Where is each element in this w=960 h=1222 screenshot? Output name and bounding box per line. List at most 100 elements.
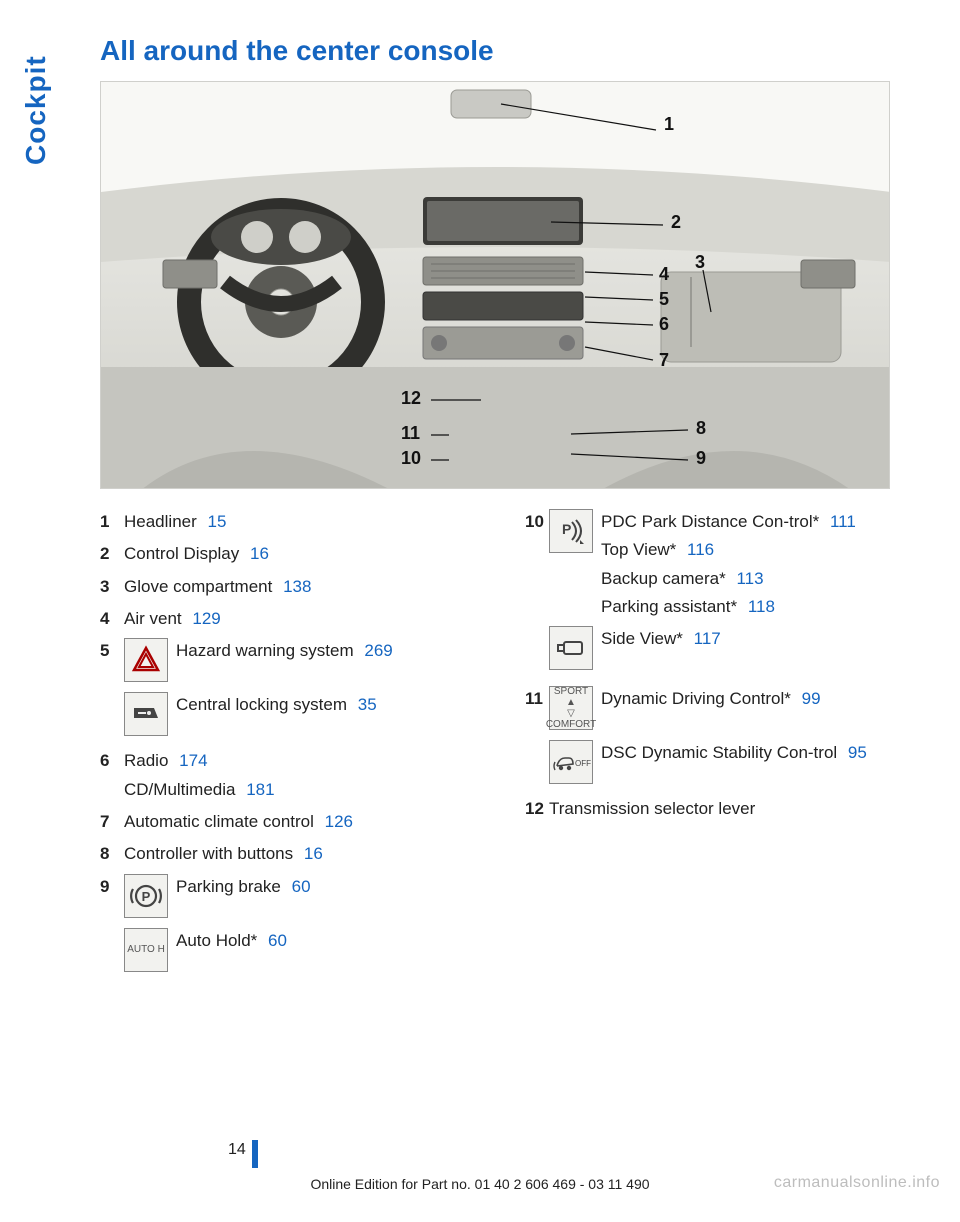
callout-4: 4	[659, 264, 669, 285]
legend-num: 6	[100, 746, 124, 774]
page-ref[interactable]: 16	[250, 544, 269, 563]
legend-num: 1	[100, 507, 124, 535]
page-ref[interactable]: 99	[802, 689, 821, 708]
legend-row: 7 Automatic climate control 126	[100, 807, 495, 835]
page-ref[interactable]: 95	[848, 743, 867, 762]
legend-desc: Transmission selector lever	[549, 794, 920, 822]
legend-row: 9 P Parking brake 60	[100, 872, 495, 918]
hazard-icon	[124, 638, 168, 682]
page-ref[interactable]: 117	[694, 629, 721, 648]
callout-8: 8	[696, 418, 706, 439]
callout-2: 2	[671, 212, 681, 233]
dsc-off-icon: OFF	[549, 740, 593, 784]
legend-num: 10	[525, 507, 549, 535]
page-number: 14	[210, 1141, 246, 1159]
legend-num: 4	[100, 604, 124, 632]
legend-row: AUTO H Auto Hold* 60	[100, 926, 495, 972]
sport-comfort-icon: SPORT▲▽COMFORT	[549, 686, 593, 730]
page-ref[interactable]: 60	[268, 931, 287, 950]
page-ref[interactable]: 181	[246, 780, 274, 799]
page-ref[interactable]: 269	[364, 641, 392, 660]
legend-label: Dynamic Driving Control*	[601, 689, 791, 708]
legend-label: Parking assistant*	[601, 597, 737, 616]
legend-desc: Auto Hold* 60	[176, 926, 495, 954]
page-ref[interactable]: 35	[358, 695, 377, 714]
legend-row: 3 Glove compartment 138	[100, 572, 495, 600]
legend-row: 5 Hazard warning system 269	[100, 636, 495, 682]
legend-row: 12 Transmission selector lever	[525, 794, 920, 822]
legend-label: PDC Park Distance Con‐trol*	[601, 512, 819, 531]
page-ref[interactable]: 60	[292, 877, 311, 896]
section-tab: Cockpit	[20, 40, 56, 180]
legend-desc: Parking brake 60	[176, 872, 495, 900]
legend-label: Backup camera*	[601, 569, 726, 588]
page-ref[interactable]: 126	[325, 812, 353, 831]
center-console-figure: 1 2 3 4 5 6 7 8 9 10 11 12	[100, 81, 890, 489]
callout-1: 1	[664, 114, 674, 135]
side-view-icon	[549, 626, 593, 670]
legend-num: 12	[525, 794, 549, 822]
legend-col-left: 1 Headliner 15 2 Control Display 16 3 Gl…	[100, 507, 495, 976]
callout-9: 9	[696, 448, 706, 469]
legend-col-right: 10 P PDC Park Distance Con‐trol* 111 Top…	[525, 507, 920, 976]
callout-10: 10	[401, 448, 421, 469]
page-content: All around the center console	[100, 35, 920, 976]
legend-row: 4 Air vent 129	[100, 604, 495, 632]
legend-desc: PDC Park Distance Con‐trol* 111 Top View…	[601, 507, 920, 620]
page-ref[interactable]: 116	[687, 540, 714, 559]
legend-row: 2 Control Display 16	[100, 539, 495, 567]
legend-label: Side View*	[601, 629, 683, 648]
page-ref[interactable]: 118	[748, 597, 775, 616]
dashboard-svg	[101, 82, 890, 489]
legend-label: CD/Multimedia	[124, 780, 235, 799]
legend-desc: Central locking system 35	[176, 690, 495, 718]
legend-desc: Controller with buttons 16	[124, 839, 495, 867]
page-ref[interactable]: 111	[830, 512, 856, 531]
legend-label: Radio	[124, 751, 168, 770]
legend-label: Controller with buttons	[124, 844, 293, 863]
auto-hold-icon: AUTO H	[124, 928, 168, 972]
callout-6: 6	[659, 314, 669, 335]
legend-label: Top View*	[601, 540, 676, 559]
legend-row: 6 Radio 174 CD/Multimedia 181	[100, 746, 495, 803]
legend-label: DSC Dynamic Stability Con‐trol	[601, 743, 837, 762]
legend-columns: 1 Headliner 15 2 Control Display 16 3 Gl…	[100, 507, 920, 976]
legend-num: 8	[100, 839, 124, 867]
legend-label: Parking brake	[176, 877, 281, 896]
page-ref[interactable]: 174	[179, 751, 207, 770]
callout-5: 5	[659, 289, 669, 310]
legend-desc: Radio 174 CD/Multimedia 181	[124, 746, 495, 803]
legend-desc: DSC Dynamic Stability Con‐trol 95	[601, 738, 920, 766]
page-ref[interactable]: 16	[304, 844, 323, 863]
callout-12: 12	[401, 388, 421, 409]
legend-row: 1 Headliner 15	[100, 507, 495, 535]
legend-label: Central locking system	[176, 695, 347, 714]
legend-row: Side View* 117	[525, 624, 920, 670]
legend-row: 11 SPORT▲▽COMFORT Dynamic Driving Contro…	[525, 684, 920, 730]
page-ref[interactable]: 138	[283, 577, 311, 596]
legend-desc: Side View* 117	[601, 624, 920, 652]
legend-desc: Hazard warning system 269	[176, 636, 495, 664]
legend-row: OFF DSC Dynamic Stability Con‐trol 95	[525, 738, 920, 784]
legend-row: Central locking system 35	[100, 690, 495, 736]
svg-text:P: P	[562, 521, 571, 537]
legend-label: Air vent	[124, 609, 182, 628]
legend-label: Auto Hold*	[176, 931, 257, 950]
page-title: All around the center console	[100, 35, 920, 67]
parking-brake-icon: P	[124, 874, 168, 918]
page-ref[interactable]: 113	[736, 569, 763, 588]
callout-3: 3	[695, 252, 705, 273]
page-number-box: 14	[210, 1136, 290, 1164]
callout-7: 7	[659, 350, 669, 371]
legend-desc: Glove compartment 138	[124, 572, 495, 600]
pdc-icon: P	[549, 509, 593, 553]
legend-num: 7	[100, 807, 124, 835]
legend-desc: Automatic climate control 126	[124, 807, 495, 835]
legend-label: Control Display	[124, 544, 239, 563]
legend-label: Transmission selector lever	[549, 799, 755, 818]
page-ref[interactable]: 15	[208, 512, 227, 531]
page-number-bar	[252, 1140, 258, 1168]
page-ref[interactable]: 129	[192, 609, 220, 628]
svg-text:P: P	[142, 889, 151, 904]
legend-label: Glove compartment	[124, 577, 272, 596]
